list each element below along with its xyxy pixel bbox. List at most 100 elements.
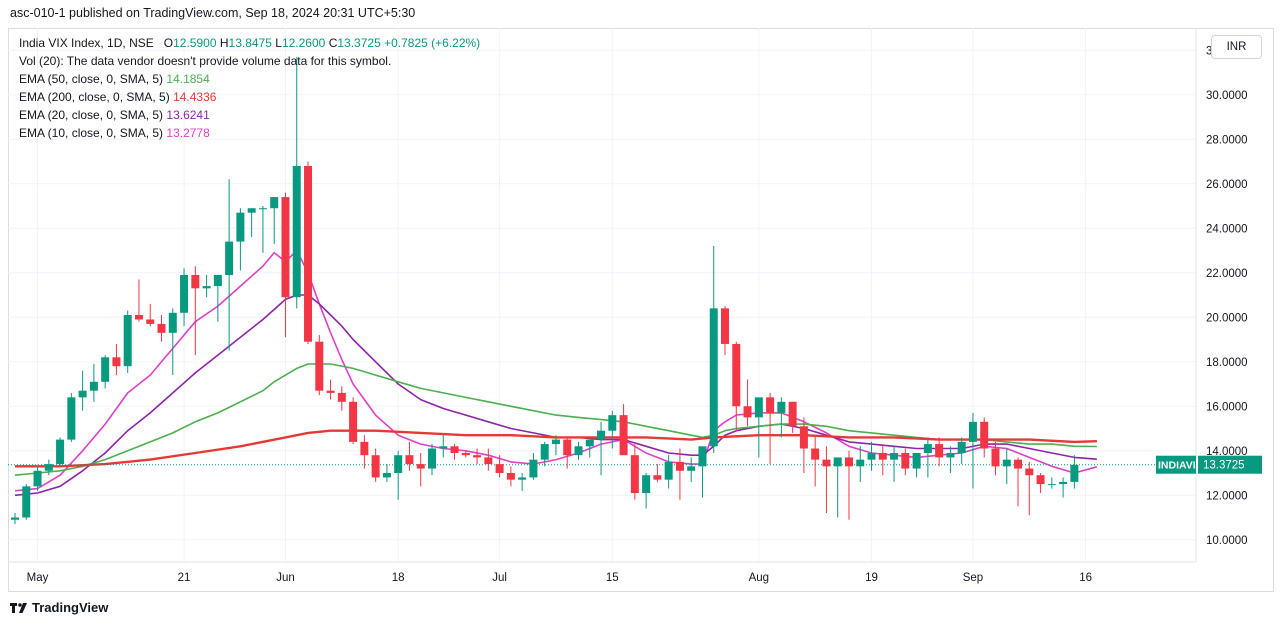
candle-body — [180, 274, 189, 313]
candle — [608, 410, 617, 449]
candle — [225, 179, 234, 351]
candle-body — [394, 455, 403, 473]
candle — [833, 457, 842, 518]
candle — [506, 466, 515, 487]
candle-body — [213, 274, 222, 287]
y-tick-label: 26.0000 — [1206, 179, 1248, 191]
candle — [349, 397, 358, 445]
candle — [22, 484, 31, 520]
candle-body — [698, 446, 707, 467]
candle — [326, 379, 335, 400]
candle — [247, 208, 256, 238]
symbol-tag-bg — [1156, 455, 1196, 474]
candle-body — [292, 165, 301, 298]
candle — [1070, 455, 1079, 489]
candle — [980, 417, 989, 458]
candle — [1002, 448, 1011, 485]
candle — [585, 439, 594, 458]
candle — [540, 441, 549, 467]
candle-body — [754, 397, 763, 418]
tradingview-logo-icon — [10, 602, 27, 613]
candle-body — [675, 461, 684, 471]
candle — [574, 441, 583, 460]
candle-body — [766, 397, 775, 413]
candle — [675, 448, 684, 500]
grid-lines — [8, 28, 1196, 562]
last-price-label: INDIAVIX 13.3725 — [1156, 455, 1262, 474]
price-chart[interactable]: 10.0000 12.0000 14.0000 16.0000 18.0000 20.00… — [8, 28, 1274, 592]
candle — [236, 208, 245, 271]
candle — [134, 279, 143, 322]
candle-body — [146, 319, 155, 324]
candle-body — [281, 197, 290, 298]
candle — [304, 161, 313, 344]
candle-body — [946, 452, 955, 458]
ohlc-low: 12.2600 — [281, 36, 326, 50]
candle-body — [529, 459, 538, 478]
candle — [777, 397, 786, 438]
candle-body — [236, 212, 245, 242]
candle-body — [123, 315, 132, 367]
candle-body — [360, 441, 369, 456]
candle-body — [78, 390, 87, 398]
candle — [653, 464, 662, 482]
candle — [427, 444, 436, 476]
candle — [698, 446, 707, 498]
candle-body — [597, 430, 606, 440]
candle — [405, 441, 414, 471]
candle — [946, 446, 955, 473]
symbol-title: India VIX Index, 1D, NSE — [19, 36, 154, 50]
candle — [630, 444, 639, 500]
candle — [890, 446, 899, 482]
candle-body — [935, 444, 944, 458]
candle-body — [890, 452, 899, 460]
ema-10-row: EMA (10, close, 0, SMA, 5) 13.2778 — [19, 124, 480, 142]
x-tick-label: 18 — [392, 572, 405, 584]
candle — [551, 435, 560, 456]
x-tick-label: 16 — [1079, 572, 1092, 584]
candle — [168, 308, 177, 376]
candle — [518, 473, 527, 491]
candle — [89, 363, 98, 402]
candle — [1025, 461, 1034, 516]
y-tick-label: 30.0000 — [1206, 90, 1248, 102]
candle — [461, 450, 470, 458]
candle-body — [1002, 459, 1011, 467]
candle-body — [664, 461, 673, 480]
candle-body — [304, 165, 313, 342]
y-tick-label: 22.0000 — [1206, 268, 1248, 280]
volume-note: Vol (20): The data vendor doesn't provid… — [19, 54, 392, 68]
candle — [923, 437, 932, 478]
x-tick-label: Jul — [492, 572, 507, 584]
candle — [258, 206, 267, 253]
candle — [529, 452, 538, 480]
candle-body — [416, 464, 425, 469]
y-tick-label: 16.0000 — [1206, 401, 1248, 413]
candle — [123, 310, 132, 373]
candle-body — [923, 444, 932, 453]
candle-body — [743, 406, 752, 418]
ema-50-row: EMA (50, close, 0, SMA, 5) 14.1854 — [19, 70, 480, 88]
currency-button[interactable]: INR — [1211, 35, 1262, 59]
candle-body — [89, 381, 98, 391]
candle-body — [22, 486, 31, 518]
time-axis: May 21 Jun 18 Jul 15 Aug 19 Sep 16 — [8, 561, 1196, 584]
candle — [597, 421, 606, 476]
candle — [878, 444, 887, 476]
y-tick-label: 12.0000 — [1206, 490, 1248, 502]
candle-body — [225, 241, 234, 275]
candle-body — [957, 441, 966, 453]
y-tick-label: 14.0000 — [1206, 446, 1248, 458]
candle-body — [1036, 475, 1045, 485]
candle — [901, 448, 910, 476]
candle-body — [247, 208, 256, 213]
candle-body — [315, 341, 324, 391]
symbol-tag-text: INDIAVIX — [1158, 460, 1203, 472]
candle — [844, 450, 853, 520]
candle — [935, 437, 944, 467]
x-tick-label: May — [27, 572, 49, 584]
x-tick-label: Aug — [749, 572, 769, 584]
ema-10-value: 13.2778 — [166, 126, 210, 140]
candle-body — [191, 274, 200, 289]
candle — [101, 355, 110, 389]
